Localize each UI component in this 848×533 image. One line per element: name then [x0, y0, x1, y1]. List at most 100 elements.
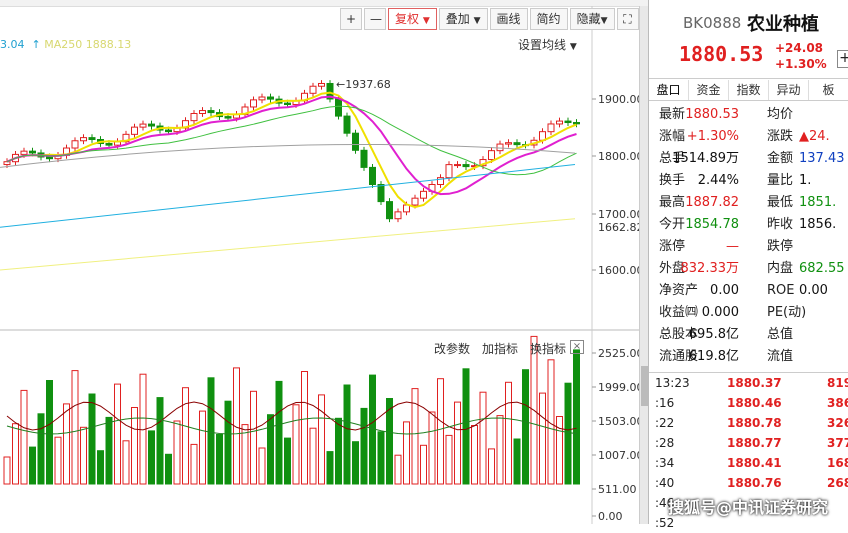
trade-price: 1880.37 — [727, 376, 782, 390]
fuquan-label: 复权 — [395, 12, 420, 26]
zoom-in-button[interactable]: + — [340, 8, 362, 30]
expand-icon[interactable]: ⛶ — [616, 8, 639, 30]
trade-volume: 168 — [827, 456, 848, 470]
tab-ban[interactable]: 板 — [809, 80, 848, 100]
overlay-dropdown[interactable]: 叠加 ▼ — [438, 8, 488, 30]
quote-value: 0.000 — [701, 305, 739, 320]
ma250-line — [0, 218, 576, 271]
quote-value: 1851. — [799, 195, 837, 210]
tab-zhishu[interactable]: 指数 — [729, 80, 769, 100]
tab-yidong[interactable]: 异动 — [769, 80, 809, 100]
chart-scrollbar[interactable] — [639, 6, 649, 524]
quote-row: 净资产 0.00 ROE 0.00 — [649, 280, 848, 302]
trade-time: :46 — [655, 496, 675, 510]
add-watchlist-button[interactable]: + — [837, 50, 848, 68]
volume-bar — [326, 451, 334, 485]
candle-body — [420, 190, 427, 199]
quote-label: 总值 — [767, 327, 794, 342]
fuquan-dropdown[interactable]: 复权 ▼ — [388, 8, 437, 30]
stock-price: 1880.53 — [679, 42, 764, 66]
candle-body — [352, 132, 359, 151]
candle-body — [547, 123, 555, 133]
stock-change-pct: +1.30% — [775, 57, 827, 71]
hide-dropdown[interactable]: 隐藏▼ — [569, 8, 615, 30]
change-param-button[interactable]: 改参数 — [434, 342, 471, 356]
quote-row: 今开 1854.78 昨收 1856. — [649, 214, 848, 236]
candle-body — [564, 120, 572, 124]
price-axis-label: 1700.00 — [598, 208, 640, 221]
quote-value: 2.44% — [697, 173, 739, 188]
quote-row: 最高 1887.82 最低 1851. — [649, 192, 848, 214]
simple-mode-button[interactable]: 简约 — [529, 8, 568, 30]
set-ma-dropdown[interactable]: 设置均线 ▼ — [518, 36, 577, 53]
candle-body — [454, 164, 461, 167]
volume-bar — [309, 427, 317, 485]
trade-row: 13:23 1880.37 819 — [649, 373, 848, 393]
switch-indicator-button[interactable]: 换指标 — [530, 342, 567, 356]
price-axis-label: 1900.00 — [598, 93, 640, 106]
tab-zijin[interactable]: 资金 — [689, 80, 729, 100]
candle-body — [335, 98, 342, 117]
candle-body — [309, 85, 317, 94]
candle-body — [284, 102, 291, 106]
volume-axis-label: 1999.00 — [598, 381, 640, 394]
candle-body — [105, 143, 113, 146]
volume-bar — [479, 391, 487, 485]
stock-name: 农业种植 — [747, 14, 819, 35]
add-indicator-button[interactable]: 加指标 — [482, 342, 519, 356]
trade-row: :28 1880.77 377 — [649, 433, 848, 453]
quote-label: 流通股 — [659, 349, 699, 364]
volume-bar — [258, 447, 266, 485]
volume-bar — [224, 400, 232, 485]
volume-bar — [131, 407, 138, 485]
quote-row: 换手 2.44% 量比 1. — [649, 170, 848, 192]
tab-pankou[interactable]: 盘口 — [649, 80, 689, 100]
stock-code: BK0888 — [683, 14, 742, 32]
price-axis-label: 1600.00 — [598, 264, 640, 277]
quote-row: 收益㈣ 0.000 PE(动) — [649, 302, 848, 324]
quote-label: 流值 — [767, 349, 794, 364]
volume-ma-line — [6, 417, 577, 435]
candle-body — [258, 96, 266, 101]
candle-body — [46, 156, 53, 160]
candle-body — [71, 140, 79, 149]
hide-label: 隐藏 — [576, 12, 601, 26]
volume-bar — [199, 410, 206, 485]
volume-bar — [182, 387, 189, 485]
volume-bar — [428, 411, 436, 485]
candle-body — [360, 149, 368, 168]
draw-line-button[interactable]: 画线 — [489, 8, 528, 30]
candle-body — [29, 150, 36, 154]
trade-list: 13:23 1880.37 819:16 1880.46 386:22 1880.78 32… — [649, 372, 848, 533]
volume-axis-label: 0.00 — [598, 510, 623, 523]
trade-price: 1880.78 — [727, 416, 782, 430]
volume-ma-line — [6, 401, 577, 431]
quote-label: 量比 — [767, 173, 794, 188]
chevron-down-icon: ▼ — [600, 16, 608, 26]
quote-label: 最新 — [659, 107, 686, 122]
volume-bar — [420, 444, 427, 485]
quote-row: 最新 1880.53 均价 — [649, 104, 848, 126]
zoom-out-button[interactable]: — — [364, 8, 386, 30]
volume-bar — [394, 454, 402, 485]
quote-value: 1. — [799, 173, 812, 188]
close-icon[interactable]: × — [570, 340, 584, 354]
quote-value: 0.00 — [799, 283, 828, 298]
volume-bar — [462, 368, 470, 485]
volume-bar — [105, 416, 113, 485]
ma-arrow-icon: ↑ — [28, 38, 41, 51]
candle-body — [165, 129, 172, 133]
candle-body — [394, 211, 402, 220]
quote-value: 1856. — [799, 217, 837, 232]
scrollbar-thumb[interactable] — [641, 366, 648, 406]
quote-tabs: 盘口 资金 指数 异动 板 — [649, 80, 848, 101]
quote-value: 137.43 — [799, 151, 845, 166]
quote-row: 涨幅 +1.30% 涨跌 ▲24. — [649, 126, 848, 148]
volume-bar — [12, 423, 19, 485]
kline-chart-area[interactable]: 1900.00 1800.00 1700.00 1600.00 1662.82 2525.… — [0, 6, 648, 524]
ma250-value: MA250 1888.13 — [44, 38, 132, 51]
candle-body — [437, 177, 444, 186]
trade-row: :40 1880.76 268 — [649, 473, 848, 493]
trade-row: :16 1880.46 386 — [649, 393, 848, 413]
volume-bar — [301, 371, 308, 485]
